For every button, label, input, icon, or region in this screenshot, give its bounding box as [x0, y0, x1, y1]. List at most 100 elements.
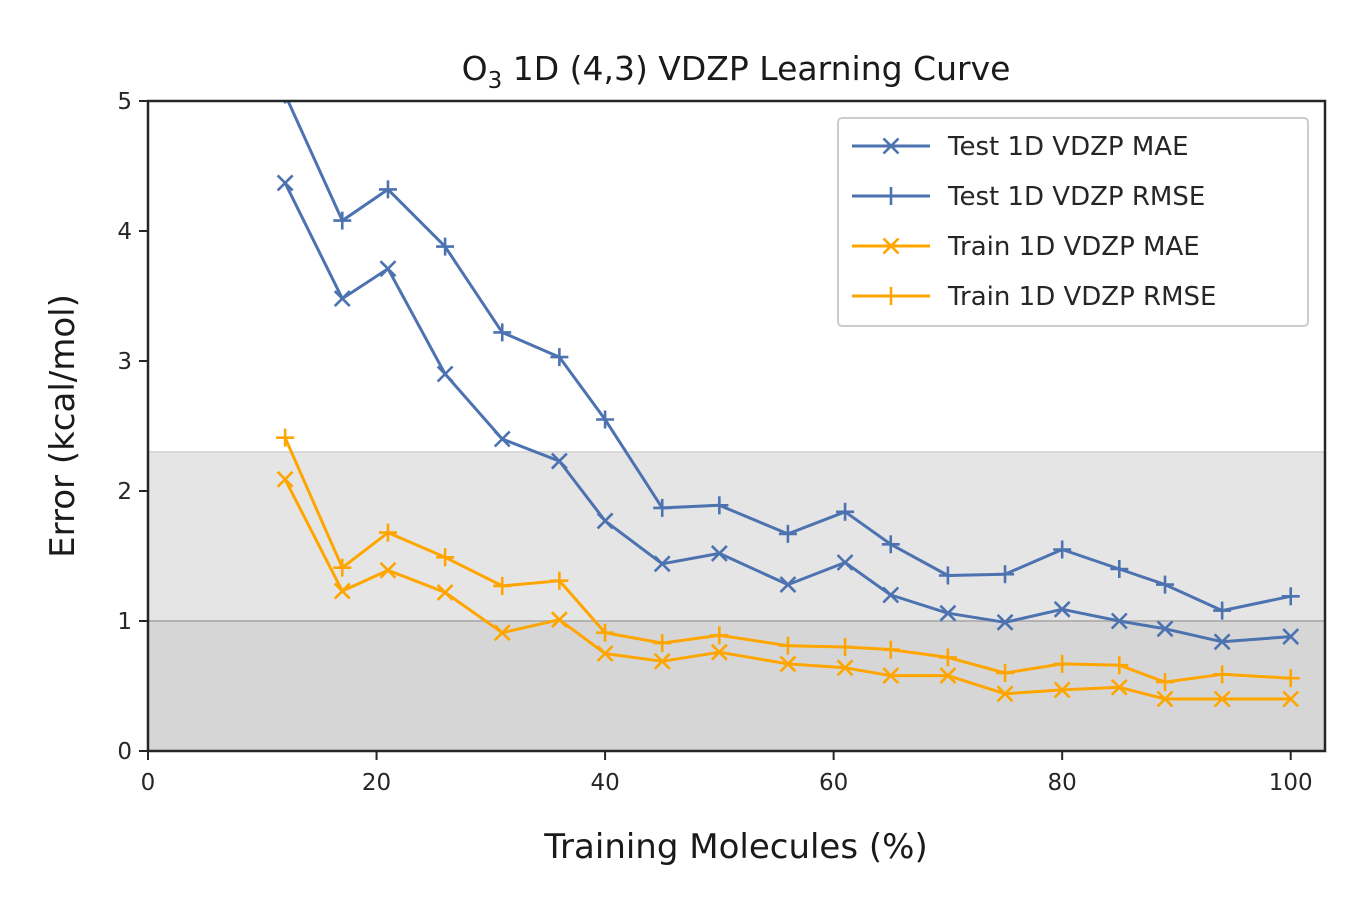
data-point: [1281, 587, 1300, 606]
data-point: [333, 211, 352, 230]
series-3: [276, 428, 1300, 692]
plot-frame: [146, 99, 1327, 753]
data-point: [550, 571, 569, 590]
reference-lines: [148, 451, 1325, 622]
data-point: [379, 260, 397, 278]
data-point: [938, 648, 957, 667]
chart-title-suffix: 1D (4,3) VDZP Learning Curve: [502, 49, 1010, 88]
data-point: [939, 604, 957, 622]
legend-marker: [882, 137, 900, 155]
data-point: [1110, 560, 1129, 578]
y-tick-label: 4: [117, 219, 132, 245]
x-axis: 0 20 40 60 80 100: [141, 751, 1313, 796]
series-1: [283, 101, 1300, 620]
chart-title: O3 1D (4,3) VDZP Learning Curve: [462, 49, 1011, 94]
data-point: [493, 323, 512, 342]
data-point: [1213, 690, 1231, 708]
data-point: [1156, 690, 1174, 708]
data-point: [996, 664, 1015, 682]
data-point: [882, 586, 900, 604]
data-point: [996, 565, 1015, 584]
chart-title-subscript: 3: [488, 68, 503, 94]
data-point: [1110, 612, 1128, 630]
x-tick-label: 100: [1269, 770, 1313, 796]
data-point: [1282, 690, 1300, 708]
data-point: [778, 636, 797, 655]
x-tick-label: 0: [141, 770, 156, 796]
data-point: [1156, 673, 1175, 692]
y-axis: 0 1 2 3 4 5: [117, 89, 148, 765]
data-point: [778, 524, 797, 543]
data-point: [1156, 575, 1175, 594]
data-point: [550, 348, 569, 367]
data-point: [836, 554, 854, 571]
data-point: [1281, 669, 1300, 688]
data-point: [493, 576, 512, 595]
data-point: [1053, 654, 1072, 673]
data-point: [493, 624, 511, 642]
data-point: [596, 512, 614, 530]
data-point: [779, 655, 797, 673]
data-point: [436, 583, 454, 601]
data-point: [881, 535, 900, 554]
x-tick-label: 60: [819, 770, 848, 796]
data-point: [436, 365, 454, 383]
data-point: [653, 652, 671, 670]
data-point: [276, 174, 294, 192]
legend-item: Test 1D VDZP RMSE: [852, 182, 1205, 212]
x-axis-label: Training Molecules (%): [543, 827, 927, 867]
shaded-bands: [148, 452, 1325, 751]
data-point: [710, 544, 728, 562]
data-point: [276, 470, 294, 488]
data-point: [1053, 540, 1072, 559]
data-point: [1282, 628, 1300, 646]
data-point: [379, 561, 397, 579]
data-point: [1213, 633, 1231, 651]
legend-marker: [882, 287, 900, 305]
legend-item: Test 1D VDZP MAE: [852, 132, 1189, 162]
data-point: [939, 667, 957, 685]
data-point: [333, 558, 352, 577]
y-axis-label: Error (kcal/mol): [43, 294, 83, 558]
data-point: [653, 498, 672, 517]
series-0: [276, 174, 1300, 651]
data-point: [493, 430, 511, 448]
y-tick-label: 3: [117, 349, 132, 375]
legend: Test 1D VDZP MAE Test 1D VDZP RMSE Train 1…: [837, 117, 1309, 327]
data-point: [653, 634, 672, 653]
legend-label: Train 1D VDZP MAE: [947, 232, 1200, 262]
data-point: [436, 237, 455, 256]
legend-marker: [882, 187, 900, 205]
data-point: [550, 611, 568, 629]
shaded-band-1: [148, 452, 1325, 621]
x-tick-label: 40: [590, 770, 619, 796]
data-point: [881, 640, 900, 659]
data-point: [710, 643, 728, 661]
data-point: [1213, 601, 1232, 620]
x-tick-label: 20: [362, 770, 391, 796]
y-tick-label: 2: [117, 479, 132, 505]
data-point: [1156, 620, 1174, 638]
data-point: [779, 576, 797, 594]
legend-box: [837, 117, 1309, 327]
data-point: [653, 555, 671, 573]
data-point: [596, 623, 615, 642]
legend-item: Train 1D VDZP RMSE: [852, 282, 1216, 312]
y-tick-label: 0: [117, 739, 132, 765]
legend-item: Train 1D VDZP MAE: [852, 232, 1200, 262]
chart-title-prefix: O: [462, 49, 488, 88]
data-point: [596, 645, 614, 662]
data-point: [1213, 665, 1232, 684]
y-tick-label: 5: [117, 89, 132, 115]
legend-marker: [882, 237, 900, 255]
data-point: [710, 496, 729, 515]
data-point: [1110, 678, 1128, 696]
data-point: [550, 452, 568, 470]
series-layer: [276, 101, 1300, 708]
data-point: [836, 659, 854, 677]
data-point: [882, 667, 900, 685]
data-point: [996, 613, 1014, 631]
data-point: [276, 428, 295, 447]
series-2: [276, 470, 1300, 708]
